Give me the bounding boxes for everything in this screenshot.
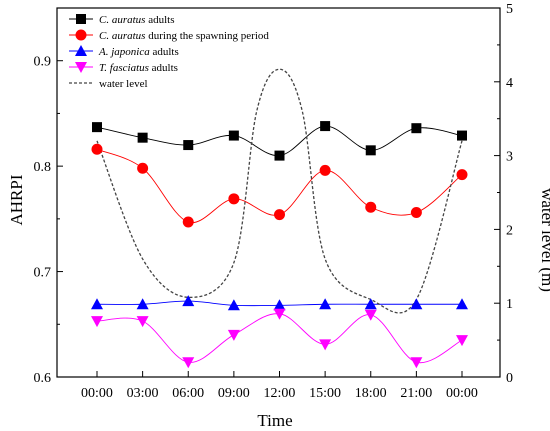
square-marker: [365, 145, 376, 156]
circle-marker: [319, 164, 331, 176]
triangle-down-marker: [456, 335, 468, 347]
triangle-down-marker: [75, 62, 87, 73]
legend-label-1: C. auratus during the spawning period: [99, 30, 269, 42]
triangle-down-marker: [91, 316, 103, 328]
triangle-down-marker: [410, 357, 423, 369]
legend-species-name: C. auratus: [99, 14, 145, 26]
square-marker: [411, 123, 422, 134]
x-tick-label: 15:00: [309, 386, 341, 401]
legend-description: adults: [145, 14, 174, 26]
circle-marker: [228, 193, 240, 205]
series-line-4: [96, 68, 463, 314]
x-axis-ticks: 00:00 03:00 06:00 09:00 12:00 15:00 18:00 21:00…: [81, 371, 478, 401]
circle-marker: [410, 207, 422, 219]
triangle-down-marker: [227, 329, 240, 341]
legend-description: adults: [149, 62, 178, 74]
right-axis-ticks: 0 1 2 3 4 5: [494, 2, 513, 386]
x-tick-label: 00:00: [446, 386, 478, 401]
square-marker: [92, 122, 102, 133]
legend-species-name: C. auratus: [99, 30, 145, 42]
square-marker: [183, 140, 194, 151]
circle-marker: [456, 169, 468, 181]
x-tick-label: 18:00: [355, 386, 387, 401]
square-marker: [228, 130, 239, 141]
right-tick-label: 1: [506, 297, 513, 312]
triangle-down-marker: [319, 339, 332, 351]
legend-description: adults: [150, 46, 179, 58]
left-axis-title: AHRPI: [7, 174, 26, 225]
circle-marker: [75, 29, 87, 41]
series-markers: [91, 121, 468, 369]
right-tick-label: 0: [506, 371, 513, 386]
legend-description: water level: [99, 78, 148, 90]
circle-marker: [137, 162, 149, 174]
left-tick-label: 0.6: [34, 371, 52, 386]
left-tick-label: 0.8: [34, 160, 52, 175]
triangle-up-marker: [136, 298, 149, 310]
x-tick-label: 00:00: [81, 386, 113, 401]
x-tick-label: 09:00: [218, 386, 250, 401]
x-tick-label: 21:00: [400, 386, 432, 401]
left-tick-label: 0.9: [34, 55, 52, 70]
legend-species-name: T. fasciatus: [99, 62, 149, 74]
right-tick-label: 3: [506, 150, 513, 165]
right-tick-label: 4: [506, 76, 513, 91]
square-marker: [320, 121, 331, 132]
legend-label-2: A. japonica adults: [98, 46, 179, 58]
legend-label-3: T. fasciatus adults: [99, 62, 178, 74]
square-marker: [274, 150, 285, 161]
legend-description: during the spawning period: [145, 30, 269, 42]
x-tick-label: 12:00: [264, 386, 296, 401]
triangle-down-marker: [136, 316, 149, 328]
circle-marker: [91, 143, 103, 155]
triangle-up-marker: [410, 298, 423, 310]
circle-marker: [365, 201, 377, 213]
triangle-up-marker: [364, 298, 377, 310]
x-tick-label: 03:00: [127, 386, 159, 401]
left-axis-ticks: 0.6 0.7 0.8 0.9: [34, 55, 63, 386]
triangle-up-marker: [273, 299, 286, 311]
right-axis-title: water level (m): [538, 188, 550, 292]
square-marker: [137, 132, 148, 143]
circle-marker: [274, 209, 285, 221]
x-axis-title: Time: [257, 411, 292, 430]
triangle-up-marker: [75, 45, 87, 56]
legend-label-0: C. auratus adults: [99, 14, 175, 26]
triangle-up-marker: [456, 298, 468, 310]
series-line-3: [96, 313, 463, 364]
circle-marker: [182, 216, 194, 228]
triangle-down-marker: [273, 308, 286, 320]
x-tick-label: 06:00: [172, 386, 204, 401]
triangle-up-marker: [91, 298, 103, 310]
right-tick-label: 5: [506, 2, 513, 17]
square-marker: [76, 14, 86, 24]
square-marker: [457, 130, 467, 141]
legend-species-name: A. japonica: [98, 46, 150, 58]
right-tick-label: 2: [506, 223, 513, 238]
triangle-down-marker: [364, 309, 377, 321]
legend-label-4: water level: [99, 78, 148, 90]
triangle-up-marker: [319, 298, 332, 310]
triangle-down-marker: [182, 357, 195, 369]
triangle-up-marker: [182, 295, 195, 307]
left-tick-label: 0.7: [34, 266, 52, 281]
triangle-up-marker: [227, 299, 240, 311]
